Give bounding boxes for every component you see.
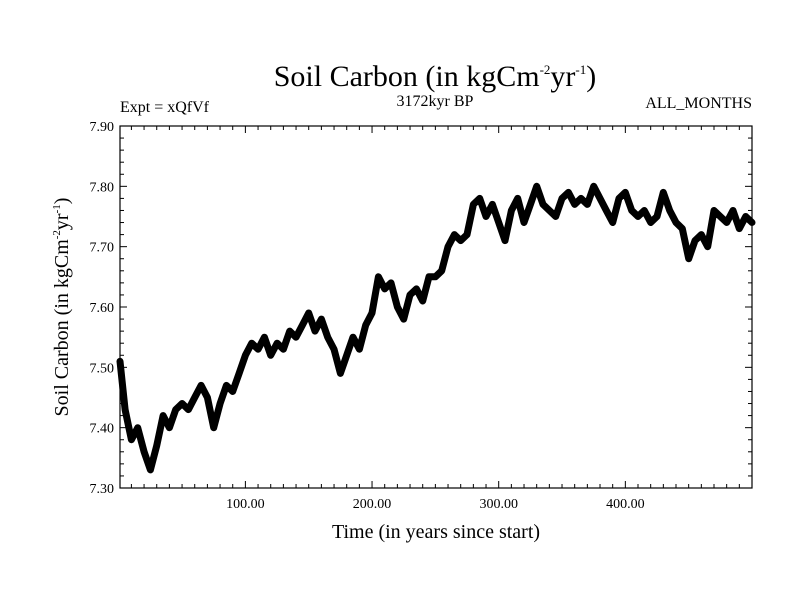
series-line-group: [116, 182, 756, 474]
y-tick-label: 7.80: [90, 180, 115, 195]
experiment-label: Expt = xQfVf: [120, 99, 210, 116]
x-tick-label: 200.00: [353, 497, 392, 512]
chart-title: Soil Carbon (in kgCm-2yr-1): [274, 60, 597, 93]
series-line-0: [116, 182, 756, 474]
y-tick-label: 7.50: [90, 361, 115, 376]
y-tick-label: 7.60: [90, 301, 115, 316]
months-label: ALL_MONTHS: [645, 95, 752, 112]
axis-ticks: 100.00 200.00 300.00 400.00 7.30 7.40 7.50 7.60…: [90, 120, 752, 512]
y-tick-label: 7.30: [90, 482, 115, 497]
y-axis-label: Soil Carbon (in kgCm-2yr-1): [51, 198, 73, 417]
y-tick-label: 7.40: [90, 422, 115, 437]
x-tick-label: 400.00: [606, 497, 645, 512]
y-tick-label: 7.70: [90, 241, 115, 256]
y-tick-label: 7.90: [90, 120, 115, 135]
x-tick-label: 300.00: [479, 497, 518, 512]
x-tick-label: 100.00: [226, 497, 265, 512]
x-axis-label: Time (in years since start): [332, 521, 540, 543]
period-label: 3172kyr BP: [397, 93, 474, 110]
